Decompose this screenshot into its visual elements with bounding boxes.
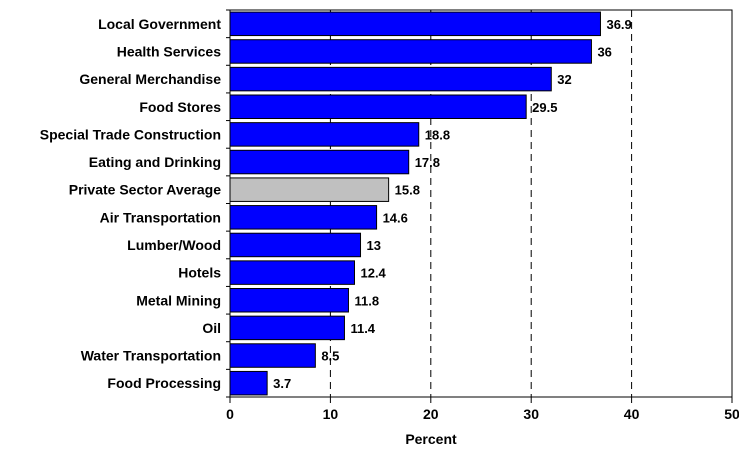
data-label: 3.7 <box>273 376 291 391</box>
data-label: 36.9 <box>606 17 631 32</box>
bar <box>229 39 592 64</box>
category-label: General Merchandise <box>79 71 221 87</box>
bar <box>229 94 527 119</box>
data-label: 15.8 <box>395 183 420 198</box>
data-label: 11.4 <box>350 321 375 336</box>
bar <box>229 149 410 175</box>
bar <box>229 315 345 341</box>
category-label: Oil <box>202 320 221 336</box>
category-label: Lumber/Wood <box>127 237 221 253</box>
data-label: 11.8 <box>354 293 379 308</box>
data-label: 12.4 <box>360 266 386 281</box>
x-tick-label: 0 <box>226 406 234 422</box>
category-label: Food Processing <box>107 375 221 391</box>
data-label: 29.5 <box>532 100 557 115</box>
data-label: 36 <box>597 44 611 59</box>
bar <box>229 232 362 258</box>
data-label: 32 <box>557 72 571 87</box>
category-label: Food Stores <box>139 99 221 115</box>
x-axis-title: Percent <box>405 431 457 447</box>
category-label: Water Transportation <box>81 348 221 364</box>
category-label: Eating and Drinking <box>89 154 221 170</box>
bar <box>229 260 355 285</box>
x-tick-label: 40 <box>624 406 640 422</box>
x-tick-label: 30 <box>523 406 539 422</box>
data-label: 13 <box>367 238 381 253</box>
axes <box>226 9 733 403</box>
category-label: Health Services <box>117 43 221 59</box>
x-tick-label: 10 <box>323 406 339 422</box>
data-label: 14.6 <box>383 210 408 225</box>
category-label: Hotels <box>178 265 221 281</box>
data-label: 8.5 <box>321 349 339 364</box>
category-label: Local Government <box>98 16 221 32</box>
category-label: Special Trade Construction <box>40 126 221 142</box>
x-tick-label: 20 <box>423 406 439 422</box>
labels: Local Government 36.9 Health Services 36 Gen… <box>40 16 739 422</box>
bar <box>229 11 601 37</box>
bar <box>229 66 552 92</box>
category-label: Air Transportation <box>100 209 221 225</box>
bar <box>229 370 268 396</box>
data-label: 17.8 <box>415 155 440 170</box>
bar <box>229 177 390 202</box>
bar <box>229 122 420 147</box>
bar <box>229 288 349 313</box>
category-label: Metal Mining <box>136 292 221 308</box>
category-label: Private Sector Average <box>69 182 221 198</box>
bar <box>229 205 378 230</box>
bar <box>229 343 316 368</box>
bars <box>229 11 601 396</box>
data-label: 18.8 <box>425 127 450 142</box>
x-tick-label: 50 <box>724 406 739 422</box>
